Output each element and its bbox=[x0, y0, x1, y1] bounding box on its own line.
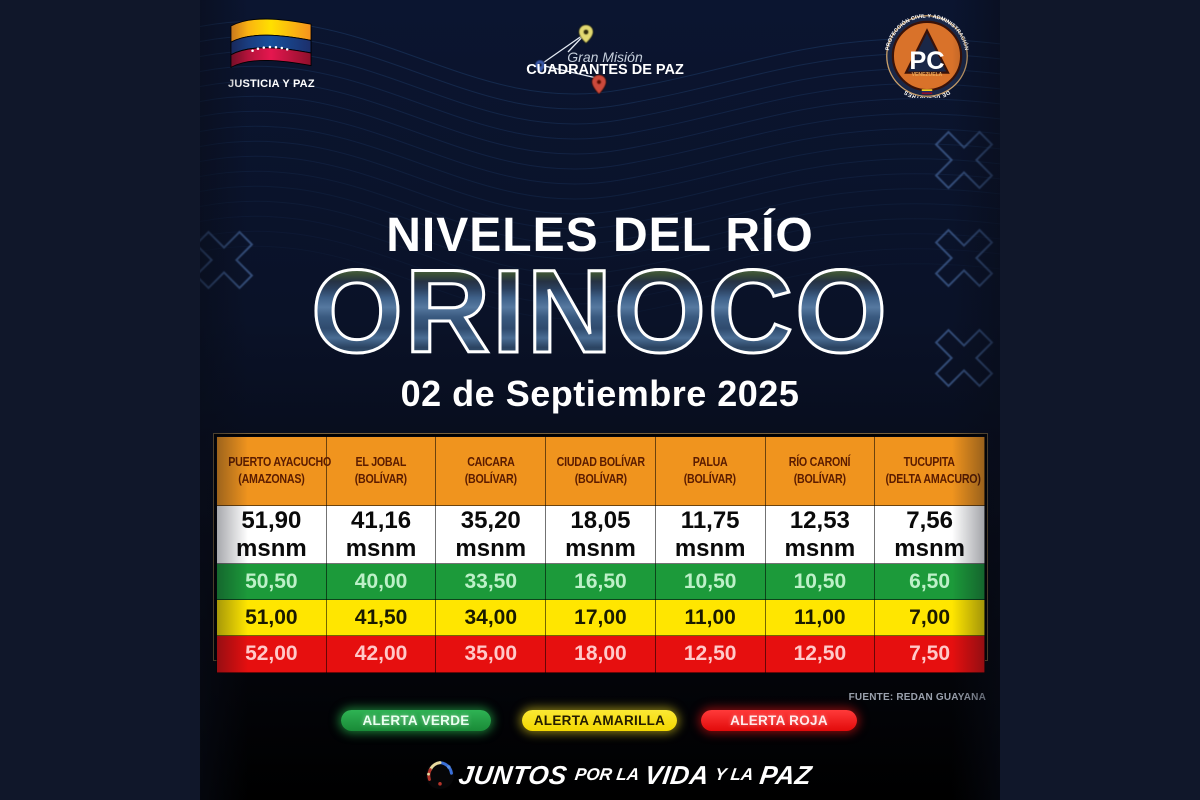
svg-text:PC: PC bbox=[909, 47, 944, 75]
svg-text:VENEZUELA: VENEZUELA bbox=[912, 72, 943, 78]
